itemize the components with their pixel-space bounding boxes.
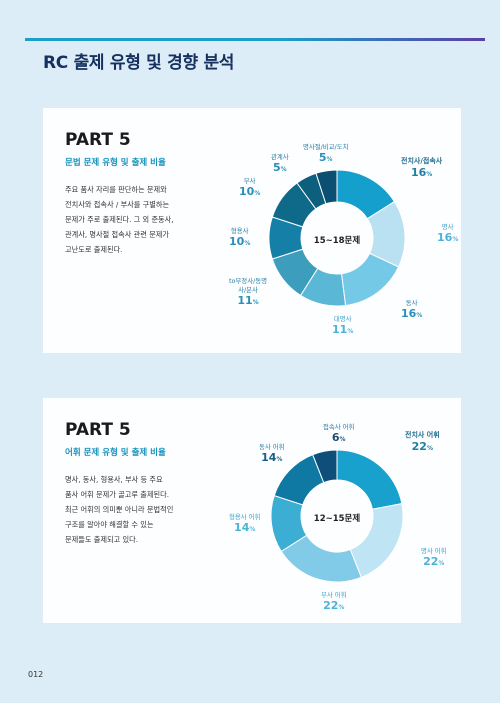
body-line: 문제들도 출제되고 있다. xyxy=(65,535,138,544)
slice-label: 부사 10% xyxy=(239,177,261,198)
donut-slice xyxy=(336,449,403,510)
slice-label: 부사 어휘 22% xyxy=(321,591,347,612)
slice-label: 전치사 어휘 22% xyxy=(405,431,440,453)
center-label: 15~18문제 xyxy=(313,236,361,246)
card-subtitle: 문법 문제 유형 및 출제 비율 xyxy=(65,158,166,168)
page-title: RC 출제 유형 및 경향 분석 xyxy=(43,53,235,73)
card-body: 주요 품사 자리를 판단하는 문제와 전치사와 접속사 / 부사를 구별하는 문… xyxy=(65,182,215,257)
body-line: 전치사와 접속사 / 부사를 구별하는 xyxy=(65,200,170,209)
card-heading: PART 5 xyxy=(65,420,131,440)
top-rule xyxy=(25,38,485,41)
slice-label: 명사 16% xyxy=(437,223,459,244)
slice-label: 형용사 10% xyxy=(229,227,251,248)
body-line: 문제가 주로 출제된다. 그 외 준동사, xyxy=(65,215,174,224)
card-body: 명사, 동사, 형용사, 부사 등 주요 품사 어휘 문제가 골고루 출제된다.… xyxy=(65,472,215,547)
slice-label: 명사절/비교/도치 5% xyxy=(303,143,349,164)
donut-svg xyxy=(270,449,404,583)
body-line: 주요 품사 자리를 판단하는 문제와 xyxy=(65,185,167,194)
card-subtitle: 어휘 문제 유형 및 출제 비율 xyxy=(65,448,166,458)
donut-slice xyxy=(312,449,338,484)
vocabulary-donut-chart: 12~15문제 전치사 어휘 22% 명사 어휘 22% 부사 어휘 22% 형… xyxy=(229,416,459,621)
donut-svg xyxy=(268,169,406,307)
body-line: 품사 어휘 문제가 골고루 출제된다. xyxy=(65,490,169,499)
donut-slice xyxy=(315,169,338,205)
slice-label: 관계사 5% xyxy=(271,153,289,174)
body-line: 고난도로 출제된다. xyxy=(65,245,123,254)
body-line: 관계사, 명사절 접속사 관련 문제가 xyxy=(65,230,169,239)
center-label: 12~15문제 xyxy=(313,514,361,524)
body-line: 최근 어휘의 의미뿐 아니라 문법적인 xyxy=(65,505,174,514)
page-number: 012 xyxy=(28,670,44,679)
grammar-donut-chart: 15~18문제 전치사/접속사 16% 명사 16% 동사 16% 대명사 11… xyxy=(229,136,459,351)
slice-label: 전치사/접속사 16% xyxy=(401,157,443,179)
card-heading: PART 5 xyxy=(65,130,131,150)
slice-label: 동사 16% xyxy=(401,299,423,320)
slice-label: 명사 어휘 22% xyxy=(421,547,447,568)
slice-label: 형용사 어휘 14% xyxy=(229,513,261,534)
slice-label: to부정사/동명사/분사 11% xyxy=(229,277,267,307)
vocabulary-card: PART 5 어휘 문제 유형 및 출제 비율 명사, 동사, 형용사, 부사 … xyxy=(43,398,461,623)
body-line: 구조를 알아야 해결할 수 있는 xyxy=(65,520,154,529)
slice-label: 동사 어휘 14% xyxy=(259,443,285,464)
slice-label: 대명사 11% xyxy=(332,315,354,336)
grammar-card: PART 5 문법 문제 유형 및 출제 비율 주요 품사 자리를 판단하는 문… xyxy=(43,108,461,353)
body-line: 명사, 동사, 형용사, 부사 등 주요 xyxy=(65,475,163,484)
slice-label: 접속사 어휘 6% xyxy=(323,423,355,444)
